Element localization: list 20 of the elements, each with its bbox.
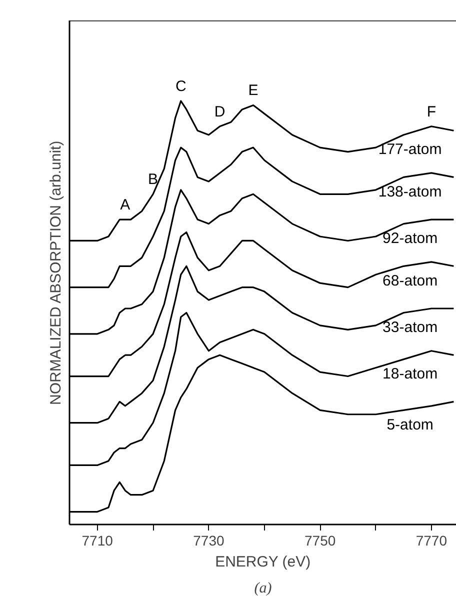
annotation: A <box>120 196 130 214</box>
x-tick-label: 7770 <box>416 532 448 548</box>
x-tick-label: 7730 <box>193 532 224 548</box>
annotation: D <box>214 103 226 120</box>
x-tick-label: 7710 <box>82 532 114 548</box>
y-axis-title: NORMALIZED ABSORPTION (arb.unit) <box>48 140 64 406</box>
series-label: 138-atom <box>378 184 442 201</box>
x-tick-label: 7750 <box>304 532 336 548</box>
annotation: F <box>426 103 436 120</box>
annotation: E <box>248 82 258 100</box>
series-label: 5-atom <box>386 416 434 434</box>
series-label: 33-atom <box>382 319 438 336</box>
x-axis-title: ENERGY (eV) <box>215 554 311 570</box>
annotation: C <box>175 78 186 95</box>
series-label: 92-atom <box>382 230 438 248</box>
series-label: 68-atom <box>382 272 438 290</box>
annotation: B <box>148 171 158 188</box>
series-label: 18-atom <box>382 366 438 383</box>
text: (a) <box>254 580 272 596</box>
series-label: 177-atom <box>378 141 442 158</box>
